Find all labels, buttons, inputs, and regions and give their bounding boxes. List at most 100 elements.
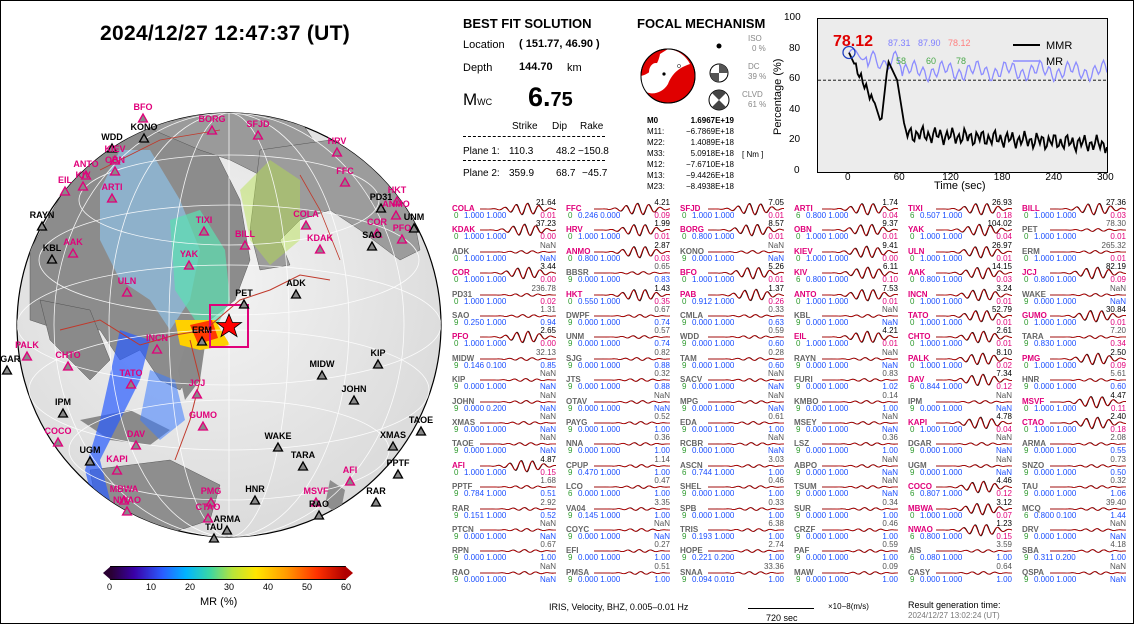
- station-misfit: 0.34: [1110, 339, 1126, 349]
- waveform-station-borg: BORG 8.57 0 0.800 1.000 0.01: [680, 219, 784, 252]
- station-amplitude: 8.10: [996, 347, 1012, 357]
- station-weights: 0.912 1.000: [692, 296, 735, 306]
- station-amplitude: 0.09: [882, 561, 898, 571]
- map-station-label: CHTO: [55, 350, 80, 360]
- station-name: CPUP: [566, 460, 589, 470]
- station-triangle-icon: [67, 247, 79, 258]
- station-flag: 9: [1024, 574, 1029, 584]
- station-amplitude: 8.57: [768, 219, 784, 229]
- station-amplitude: NaN: [995, 390, 1012, 400]
- station-flag: 9: [796, 553, 801, 563]
- station-triangle-icon: [300, 219, 312, 230]
- magnitude-value: 6.75: [528, 82, 573, 112]
- map-station-label: BILL: [235, 229, 255, 239]
- sub-value: 60: [926, 56, 936, 66]
- map-station-label: JOHN: [341, 384, 366, 394]
- station-flag: 9: [454, 318, 459, 327]
- station-weights: 0.000 1.000: [578, 532, 621, 541]
- station-flag: 9: [796, 318, 801, 327]
- station-amplitude: 1.31: [540, 305, 556, 314]
- mr-time-series-plot: 78.12 87.31 87.90 78.12 58 60 78 MMR MR: [818, 33, 1107, 155]
- ts-ytick: 60: [789, 73, 801, 85]
- waveform-trace: [821, 202, 898, 216]
- station-amplitude: 4.87: [540, 454, 556, 464]
- station-flag: 6: [910, 553, 915, 563]
- station-weights: 0.094 0.010: [692, 574, 735, 584]
- waveform-trace: [707, 464, 784, 468]
- waveform-trace: [707, 288, 784, 301]
- plane-header-strike: Strike: [512, 121, 538, 132]
- station-flag: 9: [682, 360, 687, 370]
- station-weights: 0.784 1.000: [464, 489, 507, 499]
- station-name: HNR: [1022, 375, 1040, 385]
- station-weights: 0.000 1.000: [464, 532, 507, 541]
- station-name: RCBR: [680, 439, 704, 449]
- station-triangle-icon: [138, 132, 150, 143]
- station-name: MBWA: [908, 503, 934, 513]
- station-weights: 0.000 1.000: [578, 339, 621, 349]
- waveform-station-dwpf: DWPF 0.67 9 0.000 1.000 0.74: [566, 305, 670, 338]
- station-weights: 0.800 1.000: [578, 253, 621, 263]
- waveform-trace: [935, 267, 1012, 280]
- station-misfit: 0.18: [996, 211, 1012, 220]
- waveform-station-taoe: TAOE NaN 9 0.000 1.000 NaN: [452, 433, 556, 466]
- waveform-station-hrv: HRV 1.99 0 1.000 1.000 0.01: [566, 219, 670, 252]
- station-misfit: 0.15: [996, 532, 1012, 541]
- station-flag: 9: [1024, 446, 1029, 456]
- station-flag: 0: [682, 275, 687, 285]
- station-flag: 0: [1024, 403, 1029, 413]
- station-weights: 0.800 1.000: [920, 532, 963, 541]
- station-weights: 1.000 1.000: [920, 296, 963, 306]
- map-station-nwao: NWAO: [113, 495, 141, 516]
- result-time-value: 2024/12/27 13:02:24 (UT): [908, 611, 1000, 620]
- station-triangle-icon: [208, 532, 220, 543]
- waveform-station-kiv: KIV 6.11 6 0.800 1.000 0.10: [794, 262, 898, 295]
- station-name: COYC: [566, 525, 590, 534]
- station-flag: 6: [910, 532, 915, 541]
- station-name: JOHN: [452, 396, 475, 406]
- station-amplitude: NaN: [1109, 283, 1126, 293]
- station-flag: 9: [682, 339, 687, 349]
- station-flag: 9: [682, 403, 687, 413]
- station-weights: 1.000 1.000: [1034, 425, 1077, 434]
- depth-label: Depth: [463, 62, 493, 74]
- station-name: TAM: [680, 353, 697, 363]
- station-flag: 9: [682, 253, 687, 263]
- waveform-station-otav: OTAV NaN 9 0.000 1.000 NaN: [566, 391, 670, 424]
- map-station-label: TAU: [205, 522, 223, 532]
- station-triangle-icon: [391, 195, 403, 206]
- ts-ytick: 40: [789, 103, 801, 115]
- tensor-key: M0: [647, 116, 659, 125]
- station-weights: 0.800 1.000: [806, 275, 849, 285]
- station-name: KMBO: [794, 396, 819, 406]
- station-triangle-icon: [314, 243, 326, 254]
- station-weights: 1.000 1.000: [920, 360, 963, 370]
- station-weights: 0.000 1.000: [1034, 446, 1077, 456]
- tensor-value: −8.4938E+18: [685, 182, 734, 191]
- station-name: HOPE: [680, 546, 703, 556]
- station-amplitude: 0.61: [768, 412, 784, 421]
- waveform-station-kdak: KDAK 37.23 0 1.000 1.000 0.00: [452, 219, 556, 252]
- waveform-station-adk: ADK NaN 0 1.000 1.000 NaN: [452, 241, 556, 274]
- station-misfit: NaN: [539, 574, 556, 584]
- waveform-station-mbwa: MBWA 3.12 0 1.000 1.000 0.07: [908, 498, 1012, 531]
- map-station-bill: BILL: [235, 229, 255, 250]
- waveform-station-arma: ARMA 2.08 9 0.000 1.000 0.55: [1022, 433, 1126, 466]
- map-station-label: PMG: [201, 486, 222, 496]
- station-flag: 9: [454, 574, 459, 584]
- station-triangle-icon: [331, 146, 343, 157]
- station-amplitude: 0.34: [882, 497, 898, 507]
- station-name: PAYG: [566, 418, 588, 427]
- station-name: RAR: [452, 503, 470, 513]
- iso-icon: [716, 43, 722, 49]
- map-station-hnr: HNR: [245, 484, 265, 505]
- station-misfit: NaN: [881, 360, 898, 370]
- waveform-trace: [822, 549, 898, 554]
- map-station-pet: PET: [235, 288, 253, 309]
- tensor-value: −7.6710E+18: [685, 160, 734, 169]
- waveform-station-nna: NNA 0.36 9 0.000 1.000 1.00: [566, 433, 670, 466]
- station-misfit: 0.12: [996, 382, 1012, 392]
- station-amplitude: 1.68: [540, 476, 556, 486]
- tensor-key: M12:: [647, 160, 665, 169]
